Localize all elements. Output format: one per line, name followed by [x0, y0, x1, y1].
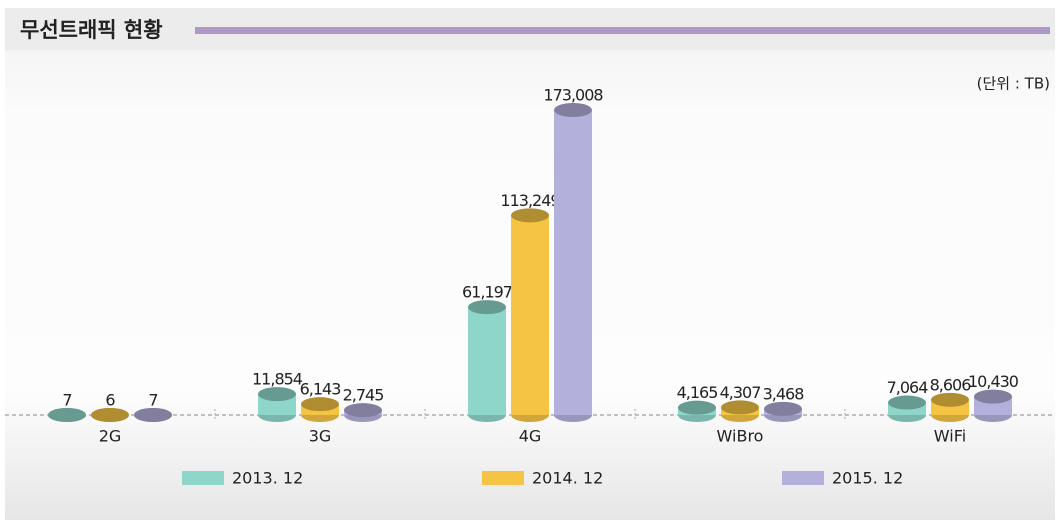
value-label: 2,745: [343, 386, 384, 405]
bar-top: [764, 401, 802, 416]
value-label: 7,064: [887, 378, 929, 397]
bar: [931, 392, 969, 422]
bar-top: [888, 395, 926, 410]
value-label: 7: [62, 390, 71, 409]
bar-top: [974, 389, 1012, 404]
bar-top: [468, 300, 506, 315]
bar-top: [931, 392, 969, 407]
value-label: 6,143: [300, 380, 341, 399]
value-label: 11,854: [252, 370, 303, 389]
x-tick-label: WiBro: [717, 427, 764, 446]
bar-top: [721, 400, 759, 415]
legend-swatch: [782, 471, 824, 485]
bar: [134, 407, 172, 422]
bar: [974, 389, 1012, 422]
value-label: 113,249: [500, 191, 560, 210]
bar-top: [554, 103, 592, 117]
unit-note: (단위 : TB): [977, 75, 1050, 93]
bar: [344, 403, 382, 422]
bar-top: [91, 407, 129, 422]
legend-label: 2013. 12: [232, 469, 303, 488]
bar: [678, 400, 716, 422]
bar: [554, 103, 592, 422]
bar-top: [511, 208, 549, 223]
bar-body: [511, 215, 549, 415]
value-label: 4,307: [720, 383, 761, 402]
value-label: 4,165: [677, 383, 718, 402]
bar-top: [134, 407, 172, 422]
x-tick-label: 3G: [309, 427, 332, 446]
legend-label: 2014. 12: [532, 469, 603, 488]
bar-top: [48, 407, 86, 422]
value-label: 10,430: [968, 372, 1019, 391]
legend-label: 2015. 12: [832, 469, 903, 488]
bar: [258, 387, 296, 422]
value-label: 7: [148, 390, 157, 409]
bar: [764, 401, 802, 422]
bar-body: [554, 110, 592, 415]
bar-top: [678, 400, 716, 415]
bar: [91, 407, 129, 422]
bar: [511, 208, 549, 422]
value-label: 61,197: [462, 283, 512, 302]
value-label: 173,008: [543, 86, 603, 105]
value-label: 6: [105, 390, 115, 409]
bar: [301, 397, 339, 422]
x-tick-label: 4G: [519, 427, 542, 446]
chart-title: 무선트래픽 현황: [20, 18, 163, 42]
bar-top: [301, 397, 339, 412]
value-label: 8,606: [930, 375, 972, 394]
title-rule: [195, 27, 1050, 34]
bar-body: [468, 307, 506, 415]
bar: [721, 400, 759, 422]
value-label: 3,468: [763, 384, 805, 403]
bar: [888, 395, 926, 422]
x-tick-label: WiFi: [934, 427, 966, 446]
legend-swatch: [482, 471, 524, 485]
bar-top: [344, 403, 382, 418]
x-tick-label: 2G: [99, 427, 122, 446]
legend-swatch: [182, 471, 224, 485]
bar-top: [258, 387, 296, 402]
bar: [48, 407, 86, 422]
bar: [468, 300, 506, 422]
